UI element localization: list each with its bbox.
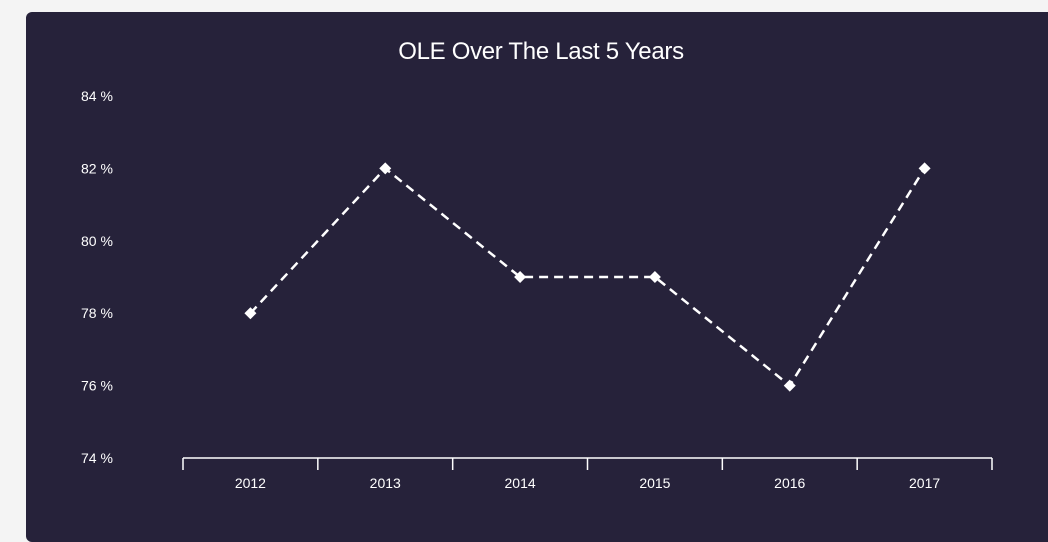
y-tick-label: 84 % <box>81 88 113 104</box>
x-tick-label: 2015 <box>639 475 670 491</box>
x-tick-label: 2014 <box>505 475 536 491</box>
y-tick-label: 76 % <box>81 378 113 394</box>
line-chart: 84 % 82 % 80 % 78 % 76 % 74 % 2012 2013 2014 2015… <box>81 88 993 491</box>
x-tick-label: 2013 <box>370 475 401 491</box>
data-point <box>783 379 796 392</box>
chart-card: OLE Over The Last 5 Years 84 % 82 % 80 % 78… <box>26 12 1048 542</box>
data-point <box>514 271 527 283</box>
y-tick-label: 78 % <box>81 305 113 321</box>
chart-title: OLE Over The Last 5 Years <box>398 38 684 65</box>
data-point <box>648 271 661 283</box>
x-tick-label: 2012 <box>235 475 266 491</box>
series-line <box>249 166 926 388</box>
y-tick-label: 80 % <box>81 233 113 249</box>
x-tick-label: 2016 <box>774 475 805 491</box>
data-point <box>918 162 931 175</box>
y-tick-label: 82 % <box>81 160 113 176</box>
data-point <box>244 307 257 320</box>
data-point <box>379 162 392 175</box>
x-tick-label: 2017 <box>909 475 940 491</box>
y-tick-label: 74 % <box>81 450 113 466</box>
